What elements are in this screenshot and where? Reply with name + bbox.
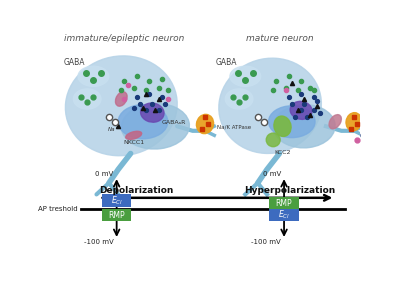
Ellipse shape <box>225 89 253 109</box>
Text: Depolarization: Depolarization <box>100 186 174 195</box>
Ellipse shape <box>219 58 321 153</box>
Text: GABAₐR: GABAₐR <box>162 120 186 125</box>
Ellipse shape <box>290 101 312 119</box>
Ellipse shape <box>329 115 341 129</box>
Text: GABA: GABA <box>216 58 238 67</box>
Text: GABA: GABA <box>64 58 86 67</box>
Text: NKCC1: NKCC1 <box>123 140 144 145</box>
Text: $E_{Cl}$: $E_{Cl}$ <box>278 209 290 221</box>
Ellipse shape <box>140 103 164 122</box>
Ellipse shape <box>346 113 362 131</box>
Text: -100 mV: -100 mV <box>84 239 114 245</box>
Ellipse shape <box>121 104 190 149</box>
Ellipse shape <box>73 89 101 109</box>
Text: 0 mV: 0 mV <box>263 171 281 177</box>
FancyBboxPatch shape <box>102 194 131 207</box>
Text: AP treshold: AP treshold <box>38 206 78 212</box>
Text: KCC2: KCC2 <box>274 150 291 155</box>
Text: mature neuron: mature neuron <box>246 34 313 43</box>
Ellipse shape <box>273 105 335 148</box>
Text: Hyperpolarization: Hyperpolarization <box>244 186 335 195</box>
Ellipse shape <box>118 105 168 139</box>
Ellipse shape <box>230 66 261 86</box>
Text: -100 mV: -100 mV <box>251 239 281 245</box>
Ellipse shape <box>196 114 214 134</box>
Text: $E_{Cl}$: $E_{Cl}$ <box>111 194 123 207</box>
FancyBboxPatch shape <box>102 209 131 221</box>
Text: 0 mV: 0 mV <box>95 171 114 177</box>
FancyBboxPatch shape <box>270 197 299 209</box>
Text: immature/epileptic neuron: immature/epileptic neuron <box>64 34 184 43</box>
Text: Na/K ATPase: Na/K ATPase <box>218 124 252 130</box>
Ellipse shape <box>268 106 315 137</box>
Ellipse shape <box>65 56 177 156</box>
Text: RMP: RMP <box>108 211 125 219</box>
Text: RMP: RMP <box>276 199 292 208</box>
Ellipse shape <box>266 133 280 147</box>
FancyBboxPatch shape <box>270 209 299 221</box>
Ellipse shape <box>274 116 291 137</box>
Ellipse shape <box>116 92 127 106</box>
Text: Na: Na <box>108 127 116 132</box>
Ellipse shape <box>78 66 109 86</box>
Ellipse shape <box>126 131 142 140</box>
